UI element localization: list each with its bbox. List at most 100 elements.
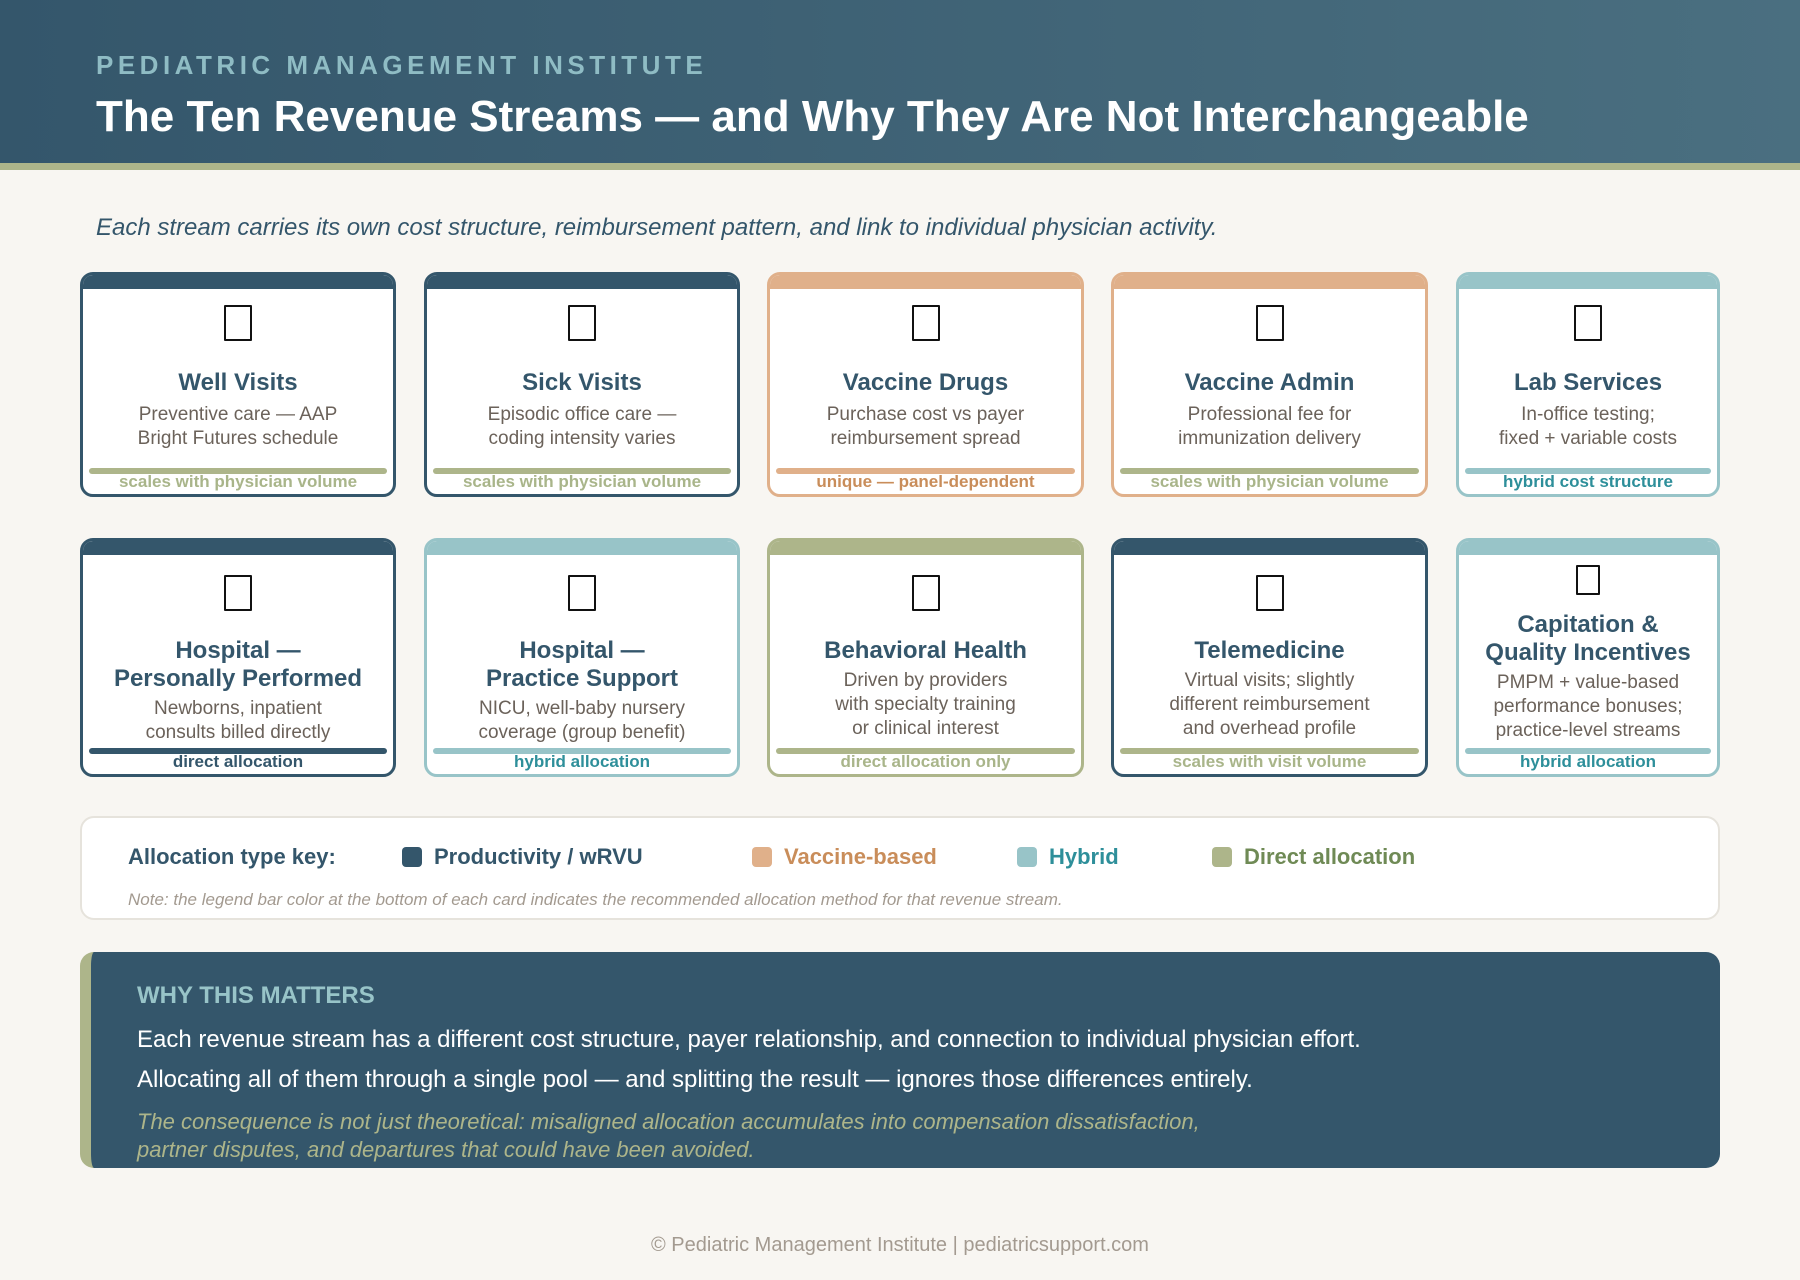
missing-glyph-icon <box>1255 575 1284 611</box>
legend-swatch <box>1212 847 1232 867</box>
card-description-line: In-office testing; <box>1521 404 1655 425</box>
card-description: PMPM + value-based performance bonuses; pr… <box>1459 671 1717 743</box>
card-vaccine-drugs: Vaccine Drugs Purchase cost vs payer reimb… <box>767 272 1084 497</box>
card-title: Well Visits <box>83 369 393 397</box>
card-description: Professional fee for immunization deliver… <box>1114 403 1425 451</box>
missing-glyph-icon <box>224 575 252 611</box>
card-title: Vaccine Admin <box>1114 369 1425 397</box>
card-description-line: fixed + variable costs <box>1499 428 1677 449</box>
page-subtitle: Each stream carries its own cost structu… <box>96 214 1218 241</box>
card-description-line: coverage (group benefit) <box>478 722 686 743</box>
card-description: Preventive care — AAP Bright Futures sche… <box>83 403 393 451</box>
consequence-line: The consequence is not just theoretical:… <box>137 1109 1200 1134</box>
card-title-line: Vaccine Admin <box>1184 369 1355 396</box>
card-hospital-personally-performed: Hospital — Personally Performed Newborns, … <box>80 538 396 777</box>
card-title: Telemedicine <box>1114 637 1425 665</box>
why-line-2: Allocating all of them through a single … <box>137 1066 1253 1093</box>
card-title-line: Sick Visits <box>522 369 642 396</box>
card-title-line: Personally Performed <box>113 665 363 692</box>
allocation-label: scales with physician volume <box>118 472 358 491</box>
card-capitation-quality-incentives: Capitation & Quality Incentives PMPM + val… <box>1456 538 1720 777</box>
card-description: Virtual visits; slightly different reimbu… <box>1114 669 1425 741</box>
card-title: Lab Services <box>1459 369 1717 397</box>
card-top-bar <box>83 275 393 289</box>
why-this-matters-panel: WHY THIS MATTERS Each revenue stream has… <box>80 952 1720 1168</box>
card-title-line: Hospital — <box>175 637 301 664</box>
missing-glyph-icon <box>1574 305 1602 341</box>
card-title-line: Practice Support <box>485 665 679 692</box>
why-consequence: The consequence is not just theoretical:… <box>137 1108 1337 1164</box>
card-title-line: Vaccine Drugs <box>842 369 1009 396</box>
card-description-line: Episodic office care — <box>487 404 677 425</box>
card-vaccine-admin: Vaccine Admin Professional fee for immuniz… <box>1111 272 1428 497</box>
card-description-line: consults billed directly <box>145 722 331 743</box>
card-lab-services: Lab Services In-office testing; fixed + va… <box>1456 272 1720 497</box>
legend-label: Direct allocation <box>1244 844 1416 869</box>
card-description-line: Bright Futures schedule <box>137 428 339 449</box>
allocation-bar <box>89 748 387 754</box>
card-top-bar <box>427 541 737 555</box>
card-description-line: with specialty training <box>835 694 1016 715</box>
legend-swatch <box>402 847 422 867</box>
card-description-line: immunization delivery <box>1178 428 1361 449</box>
allocation-bar <box>776 748 1075 754</box>
why-line-1: Each revenue stream has a different cost… <box>137 1026 1361 1053</box>
card-description-line: Virtual visits; slightly <box>1184 670 1355 691</box>
allocation-bar <box>1465 468 1711 474</box>
card-telemedicine: Telemedicine Virtual visits; slightly diff… <box>1111 538 1428 777</box>
allocation-bar <box>1120 468 1419 474</box>
card-description-line: coding intensity varies <box>488 428 676 449</box>
card-title: Behavioral Health <box>770 637 1081 665</box>
legend-label: Productivity / wRVU <box>434 844 643 869</box>
card-sick-visits: Sick Visits Episodic office care — coding … <box>424 272 740 497</box>
card-description-line: practice-level streams <box>1495 720 1681 741</box>
missing-glyph-icon <box>911 305 940 341</box>
legend-item-vaccine: Vaccine-based <box>752 844 937 870</box>
card-title: Hospital — Personally Performed <box>83 637 393 693</box>
allocation-label: scales with visit volume <box>1172 752 1367 771</box>
card-top-bar <box>770 275 1081 289</box>
allocation-label: hybrid allocation <box>1519 752 1657 771</box>
allocation-bar <box>1465 748 1711 754</box>
missing-glyph-icon <box>568 575 596 611</box>
header-banner: PEDIATRIC MANAGEMENT INSTITUTE The Ten R… <box>0 0 1800 170</box>
legend-item-hybrid: Hybrid <box>1017 844 1119 870</box>
missing-glyph-icon <box>568 305 596 341</box>
card-description: Driven by providers with specialty traini… <box>770 669 1081 741</box>
card-title: Hospital — Practice Support <box>427 637 737 693</box>
card-top-bar <box>427 275 737 289</box>
org-name: PEDIATRIC MANAGEMENT INSTITUTE <box>96 50 708 80</box>
card-top-bar <box>1114 275 1425 289</box>
why-heading: WHY THIS MATTERS <box>137 982 375 1009</box>
card-title-line: Capitation & <box>1517 611 1659 638</box>
card-top-bar <box>1459 275 1717 289</box>
card-description-line: reimbursement spread <box>830 428 1021 449</box>
missing-glyph-icon <box>911 575 940 611</box>
card-title-line: Hospital — <box>519 637 645 664</box>
card-behavioral-health: Behavioral Health Driven by providers with… <box>767 538 1084 777</box>
page-title: The Ten Revenue Streams — and Why They A… <box>96 92 1529 141</box>
card-title-line: Quality Incentives <box>1485 639 1691 666</box>
card-description-line: NICU, well-baby nursery <box>479 698 685 719</box>
legend-swatch <box>1017 847 1037 867</box>
legend-note: Note: the legend bar color at the bottom… <box>128 890 1063 909</box>
allocation-label: hybrid allocation <box>513 752 651 771</box>
allocation-label: scales with physician volume <box>1150 472 1389 491</box>
consequence-line: partner disputes, and departures that co… <box>137 1137 755 1162</box>
legend-item-productivity: Productivity / wRVU <box>402 844 643 870</box>
card-description-line: PMPM + value-based <box>1496 672 1680 693</box>
card-title-line: Well Visits <box>178 369 298 396</box>
card-description-line: or clinical interest <box>852 718 999 739</box>
allocation-label: hybrid cost structure <box>1502 472 1674 491</box>
legend-title: Allocation type key: <box>128 844 336 869</box>
card-description-line: Driven by providers <box>843 670 1008 691</box>
card-title-line: Lab Services <box>1513 369 1663 396</box>
card-top-bar <box>770 541 1081 555</box>
card-title: Capitation & Quality Incentives <box>1459 611 1717 667</box>
allocation-legend: Allocation type key: Productivity / wRVU… <box>80 816 1720 920</box>
card-description: Purchase cost vs payer reimbursement spre… <box>770 403 1081 451</box>
card-description: Newborns, inpatient consults billed direc… <box>83 697 393 745</box>
card-description-line: and overhead profile <box>1182 718 1357 739</box>
allocation-label: scales with physician volume <box>462 472 702 491</box>
card-description-line: Preventive care — AAP <box>138 404 338 425</box>
